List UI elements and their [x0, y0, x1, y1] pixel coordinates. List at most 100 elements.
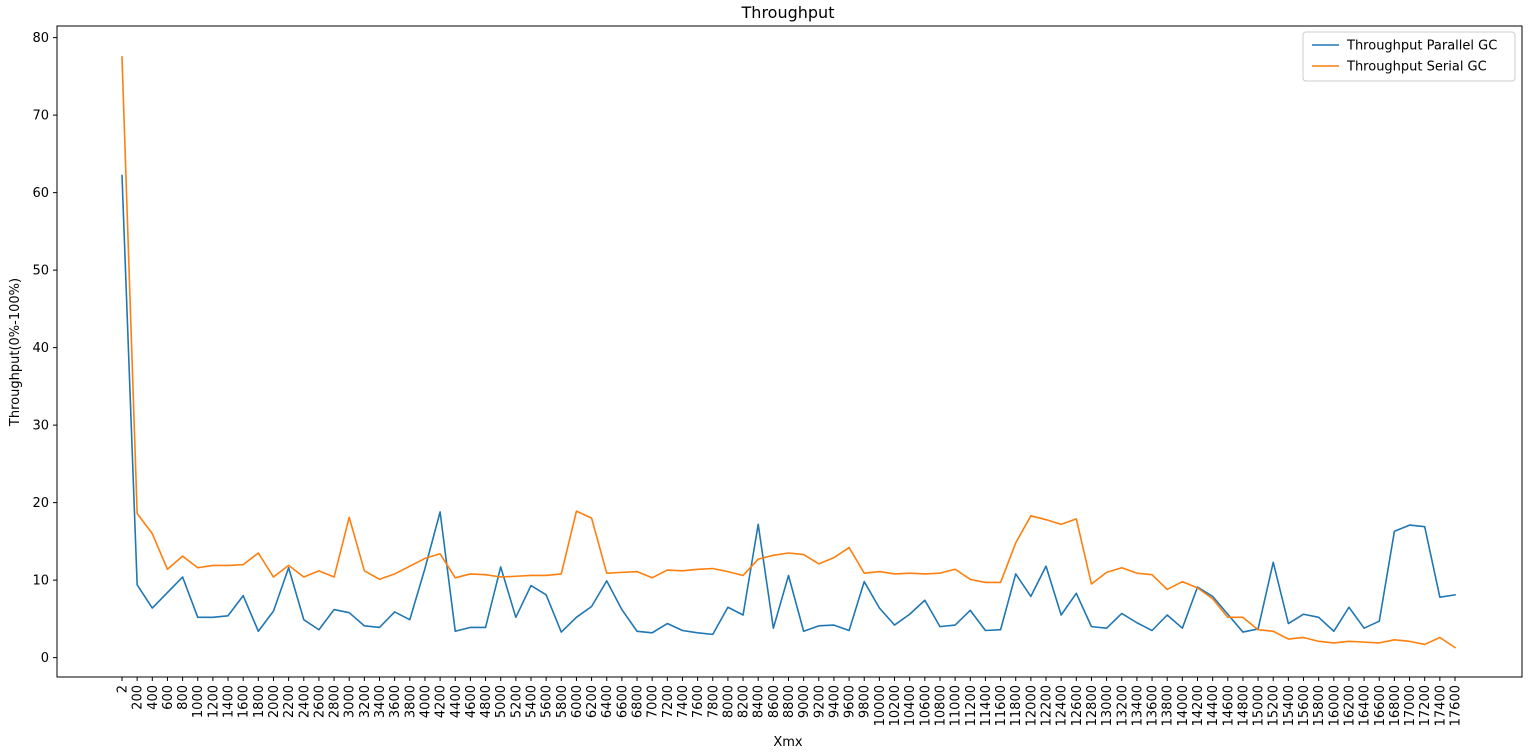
x-tick-label: 8800 [782, 685, 797, 718]
x-axis-title: Xmx [773, 735, 803, 750]
y-tick-label: 10 [32, 574, 49, 589]
x-tick-label: 10000 [873, 685, 888, 726]
x-tick-label: 200 [131, 685, 146, 710]
x-tick-label: 5800 [555, 685, 570, 718]
x-tick-label: 3200 [358, 685, 373, 718]
series-line-parallel-gc [121, 174, 1456, 636]
y-tick-label: 60 [32, 186, 49, 201]
x-tick-label: 2200 [282, 685, 297, 718]
x-tick-label: 2000 [267, 685, 282, 718]
x-tick-label: 9000 [797, 685, 812, 718]
x-tick-label: 400 [146, 685, 161, 710]
x-tick-label: 600 [161, 685, 176, 710]
x-tick-label: 1400 [222, 685, 237, 718]
y-tick-label: 50 [32, 264, 49, 279]
x-tick-label: 16800 [1388, 685, 1403, 726]
x-tick-label: 12800 [1085, 685, 1100, 726]
y-tick-label: 40 [32, 341, 49, 356]
x-tick-label: 16600 [1373, 685, 1388, 726]
x-tick-label: 9800 [858, 685, 873, 718]
x-tick-label: 1200 [206, 685, 221, 718]
x-tick-label: 2 [116, 685, 131, 693]
x-tick-label: 8600 [767, 685, 782, 718]
x-tick-label: 7000 [646, 685, 661, 718]
y-tick-label: 80 [32, 31, 49, 46]
x-tick-label: 15400 [1282, 685, 1297, 726]
x-tick-label: 12200 [1040, 685, 1055, 726]
x-tick-label: 12000 [1024, 685, 1039, 726]
x-tick-label: 4200 [434, 685, 449, 718]
x-tick-label: 13000 [1100, 685, 1115, 726]
x-tick-label: 6800 [631, 685, 646, 718]
x-tick-label: 10200 [888, 685, 903, 726]
x-tick-label: 15000 [1252, 685, 1267, 726]
x-tick-label: 5600 [540, 685, 555, 718]
x-tick-label: 5200 [509, 685, 524, 718]
y-axis-title: Throughput(0%-100%) [8, 278, 23, 427]
x-tick-label: 7600 [691, 685, 706, 718]
x-tick-label: 15600 [1297, 685, 1312, 726]
y-tick-label: 30 [32, 419, 49, 434]
x-tick-label: 4400 [449, 685, 464, 718]
x-tick-label: 800 [176, 685, 191, 710]
x-tick-label: 11000 [949, 685, 964, 726]
x-tick-label: 17600 [1449, 685, 1464, 726]
x-tick-label: 1000 [191, 685, 206, 718]
x-tick-label: 7800 [706, 685, 721, 718]
x-tick-label: 1600 [237, 685, 252, 718]
x-tick-label: 3600 [388, 685, 403, 718]
plot-frame [56, 25, 1523, 678]
x-tick-label: 11200 [964, 685, 979, 726]
series-line-serial-gc [121, 56, 1457, 649]
y-tick-label: 70 [32, 109, 49, 124]
x-tick-label: 14800 [1236, 685, 1251, 726]
x-tick-label: 15800 [1312, 685, 1327, 726]
x-tick-label: 10800 [933, 685, 948, 726]
x-tick-label: 16200 [1342, 685, 1357, 726]
x-tick-label: 14200 [1191, 685, 1206, 726]
legend-label: Throughput Parallel GC [1346, 39, 1497, 54]
x-tick-label: 12400 [1055, 685, 1070, 726]
x-tick-label: 9600 [843, 685, 858, 718]
y-tick-label: 20 [32, 496, 49, 511]
x-tick-label: 8000 [721, 685, 736, 718]
x-tick-label: 9200 [812, 685, 827, 718]
plot-area [121, 56, 1457, 649]
x-tick-label: 5000 [494, 685, 509, 718]
x-tick-label: 17200 [1418, 685, 1433, 726]
x-tick-label: 13400 [1130, 685, 1145, 726]
x-tick-label: 8400 [752, 685, 767, 718]
x-tick-label: 11400 [979, 685, 994, 726]
x-tick-label: 8200 [737, 685, 752, 718]
x-tick-label: 9400 [827, 685, 842, 718]
x-tick-label: 3400 [373, 685, 388, 718]
x-tick-label: 12600 [1070, 685, 1085, 726]
x-tick-label: 14400 [1206, 685, 1221, 726]
x-tick-label: 10600 [918, 685, 933, 726]
x-tick-label: 16400 [1358, 685, 1373, 726]
x-tick-label: 4800 [479, 685, 494, 718]
chart-title: Throughput [741, 3, 835, 22]
legend-label: Throughput Serial GC [1346, 60, 1487, 75]
x-tick-label: 7400 [676, 685, 691, 718]
x-tick-label: 11800 [1009, 685, 1024, 726]
x-tick-label: 17400 [1433, 685, 1448, 726]
x-tick-label: 13200 [1115, 685, 1130, 726]
x-tick-label: 3000 [343, 685, 358, 718]
x-tick-label: 14600 [1221, 685, 1236, 726]
x-tick-label: 16000 [1327, 685, 1342, 726]
x-tick-label: 5400 [524, 685, 539, 718]
x-tick-label: 4000 [418, 685, 433, 718]
x-tick-label: 1800 [252, 685, 267, 718]
x-tick-label: 2400 [297, 685, 312, 718]
x-tick-label: 6200 [585, 685, 600, 718]
x-tick-label: 13600 [1146, 685, 1161, 726]
x-tick-label: 13800 [1161, 685, 1176, 726]
x-tick-label: 2600 [312, 685, 327, 718]
x-tick-label: 6000 [570, 685, 585, 718]
x-tick-label: 10400 [903, 685, 918, 726]
x-tick-label: 4600 [464, 685, 479, 718]
x-tick-label: 6400 [600, 685, 615, 718]
